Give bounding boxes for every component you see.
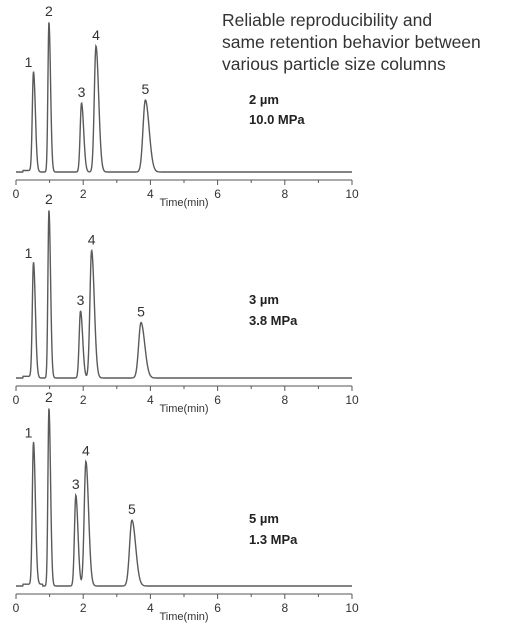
chromatogram-trace <box>16 210 352 379</box>
peak-label-4: 4 <box>92 27 100 43</box>
chromatogram-trace <box>16 22 352 173</box>
x-tick-label: 10 <box>345 393 359 407</box>
peak-label-5: 5 <box>141 81 149 97</box>
x-tick-label: 2 <box>80 601 87 615</box>
particle-size-label: 3 µm <box>249 292 279 307</box>
x-tick-label: 0 <box>13 601 20 615</box>
pressure-label: 10.0 MPa <box>249 112 305 127</box>
x-tick-label: 4 <box>147 393 154 407</box>
x-tick-label: 6 <box>214 187 221 201</box>
particle-size-label: 5 µm <box>249 511 279 526</box>
x-tick-label: 10 <box>345 187 359 201</box>
x-tick-label: 6 <box>214 601 221 615</box>
particle-size-label: 2 µm <box>249 92 279 107</box>
peak-label-3: 3 <box>78 84 86 100</box>
x-tick-label: 2 <box>80 187 87 201</box>
peak-label-2: 2 <box>45 389 53 405</box>
peak-label-1: 1 <box>25 54 33 70</box>
peak-label-2: 2 <box>45 191 53 207</box>
peak-label-5: 5 <box>128 501 136 517</box>
x-tick-label: 0 <box>13 187 20 201</box>
pressure-label: 3.8 MPa <box>249 313 298 328</box>
peak-label-5: 5 <box>137 304 145 320</box>
x-tick-label: 8 <box>281 187 288 201</box>
peak-label-2: 2 <box>45 3 53 19</box>
x-axis-title: Time(min) <box>159 197 208 209</box>
x-tick-label: 4 <box>147 601 154 615</box>
x-tick-label: 2 <box>80 393 87 407</box>
x-tick-label: 8 <box>281 601 288 615</box>
chromatogram-trace <box>16 408 352 587</box>
x-axis-title: Time(min) <box>159 403 208 415</box>
peak-label-3: 3 <box>77 292 85 308</box>
x-axis-title: Time(min) <box>159 611 208 623</box>
pressure-label: 1.3 MPa <box>249 532 298 547</box>
peak-label-3: 3 <box>72 476 80 492</box>
figure-caption: Reliable reproducibility and same retent… <box>222 9 512 75</box>
x-tick-label: 8 <box>281 393 288 407</box>
x-tick-label: 6 <box>214 393 221 407</box>
x-tick-label: 4 <box>147 187 154 201</box>
caption-line-3: various particle size columns <box>222 54 446 74</box>
peak-label-1: 1 <box>25 245 33 261</box>
peak-label-4: 4 <box>82 442 90 458</box>
x-tick-label: 10 <box>345 601 359 615</box>
peak-label-1: 1 <box>25 425 33 441</box>
caption-line-1: Reliable reproducibility and <box>222 10 433 30</box>
caption-line-2: same retention behavior between <box>222 32 481 52</box>
peak-label-4: 4 <box>88 231 96 247</box>
x-tick-label: 0 <box>13 393 20 407</box>
